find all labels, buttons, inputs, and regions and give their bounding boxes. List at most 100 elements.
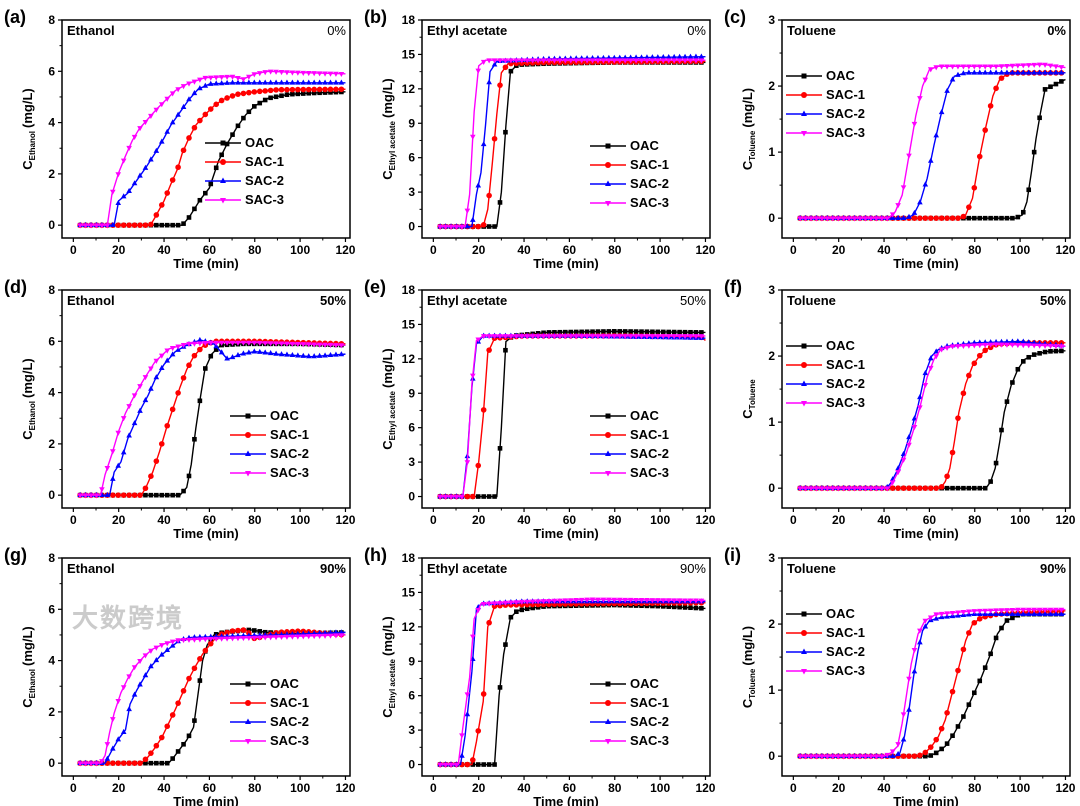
data-point (109, 475, 116, 481)
chart-title: Toluene (787, 23, 836, 38)
data-point (993, 460, 999, 466)
data-point (503, 642, 508, 647)
data-point (998, 610, 1005, 616)
legend-label: OAC (245, 135, 274, 150)
data-point (109, 745, 116, 751)
data-point (240, 340, 247, 346)
data-point (240, 627, 247, 633)
data-point (944, 345, 950, 351)
legend: OAC SAC-1 SAC-2 SAC-3 (590, 674, 669, 750)
x-tick-label: 20 (832, 513, 846, 527)
data-point (278, 79, 285, 85)
data-point (573, 334, 580, 340)
data-point (999, 625, 1004, 631)
data-point (251, 635, 258, 641)
data-point (949, 76, 956, 82)
data-point (115, 760, 122, 766)
data-point (175, 111, 181, 117)
data-point (77, 493, 83, 499)
chart-panel: 0 20 40 60 80 100 120 0 3 6 9 12 15 18 Time (min) CEthy… (360, 270, 720, 541)
data-point (202, 637, 209, 643)
data-point (300, 634, 307, 640)
data-point (971, 609, 978, 615)
data-point (338, 351, 345, 357)
data-point (606, 329, 612, 334)
data-point (655, 54, 661, 60)
data-point (699, 330, 704, 335)
data-point (289, 79, 296, 85)
data-point (486, 79, 492, 85)
data-point (1020, 359, 1026, 364)
data-point (170, 222, 175, 228)
data-point (481, 762, 486, 767)
data-point (655, 58, 661, 64)
series-sac-3 (437, 334, 706, 500)
data-point (540, 58, 547, 64)
series-sac-3 (77, 633, 346, 767)
data-point (142, 396, 149, 403)
data-point (639, 329, 644, 334)
data-point (1004, 69, 1010, 75)
data-point (220, 197, 226, 203)
data-point (999, 215, 1004, 221)
data-point (82, 761, 89, 767)
panel-label: (f) (724, 277, 742, 297)
data-point (605, 431, 611, 438)
data-point (279, 93, 284, 99)
y-axis-title-unit: (mg/L) (380, 348, 395, 388)
chart-title: Ethanol (67, 23, 115, 38)
x-tick-label: 40 (517, 513, 531, 527)
data-point (131, 134, 138, 140)
data-point (895, 203, 901, 209)
panel-label: (a) (4, 7, 26, 27)
legend-item: OAC (590, 674, 669, 693)
data-point (317, 90, 322, 96)
data-point (289, 86, 296, 93)
data-point (486, 334, 492, 340)
data-point (1009, 610, 1016, 616)
data-point (235, 627, 241, 634)
data-point (801, 343, 807, 348)
series-sac-3 (797, 62, 1066, 222)
ratio-label: 0% (687, 23, 706, 38)
data-point (480, 334, 487, 340)
legend-item: SAC-2 (786, 104, 865, 123)
data-point (137, 760, 143, 766)
data-point (153, 147, 160, 153)
x-tick-label: 40 (877, 781, 891, 795)
data-point (131, 420, 138, 426)
data-point (605, 718, 611, 724)
data-point (546, 330, 552, 335)
y-tick-label: 0 (768, 749, 775, 763)
data-point (950, 733, 955, 739)
y-tick-label: 6 (408, 689, 415, 703)
data-point (240, 350, 247, 356)
y-tick-label: 6 (48, 64, 55, 78)
data-point (295, 634, 301, 640)
data-point (589, 597, 596, 603)
data-point (475, 462, 482, 469)
x-tick-label: 60 (203, 781, 217, 795)
data-point (273, 69, 279, 75)
data-point (273, 79, 279, 85)
data-point (338, 79, 345, 85)
data-point (175, 87, 181, 93)
data-point (1036, 69, 1043, 75)
x-tick-label: 0 (790, 781, 797, 795)
data-point (530, 605, 535, 611)
x-tick-label: 40 (157, 513, 171, 527)
data-point (322, 633, 328, 639)
data-point (524, 334, 531, 340)
data-point (148, 760, 154, 766)
data-point (911, 485, 918, 491)
data-point (175, 638, 181, 644)
data-point (164, 128, 171, 134)
data-point (153, 458, 160, 464)
data-point (851, 754, 858, 760)
data-point (976, 608, 983, 615)
x-tick-label: 0 (70, 243, 77, 257)
y-axis-title-subscript: Ethyl acetate (388, 120, 397, 170)
data-point (966, 64, 972, 70)
legend-label: OAC (826, 606, 855, 621)
data-point (1025, 610, 1032, 616)
